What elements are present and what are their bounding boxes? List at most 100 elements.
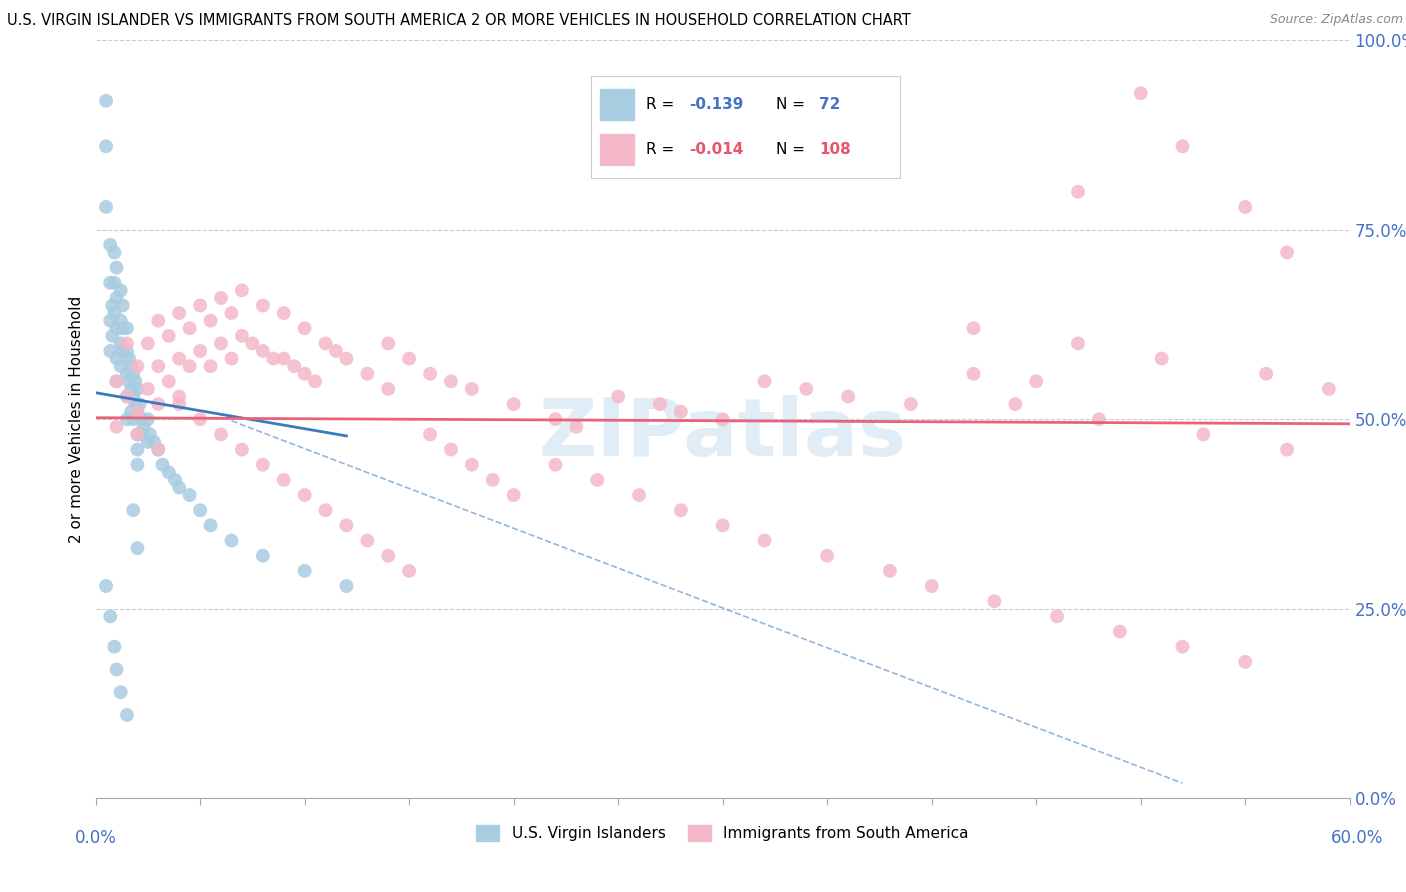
Point [1192,427,1215,442]
Point [1317,382,1340,396]
Point [962,321,984,335]
Point [188,343,211,358]
Point [110,336,132,351]
Point [1108,624,1130,639]
Point [252,549,274,563]
Point [127,405,149,419]
Point [115,412,138,426]
Point [148,359,170,374]
Point [101,328,124,343]
Point [122,367,145,381]
Point [148,397,170,411]
Point [1046,609,1069,624]
Point [127,359,149,374]
Point [115,336,138,351]
Point [502,397,524,411]
Legend: U.S. Virgin Islanders, Immigrants from South America: U.S. Virgin Islanders, Immigrants from S… [470,820,976,847]
Point [419,427,441,442]
Point [1171,139,1194,153]
Point [356,533,378,548]
Point [115,389,138,403]
Point [111,321,134,335]
Point [148,442,170,457]
Point [105,420,128,434]
Point [648,397,671,411]
Point [200,359,222,374]
Point [481,473,503,487]
Point [124,375,146,389]
Point [221,351,243,366]
Point [1275,442,1298,457]
Point [200,518,222,533]
Point [105,375,128,389]
Point [128,397,150,411]
Point [565,420,588,434]
Point [377,382,399,396]
Point [167,397,190,411]
Point [325,343,347,358]
Point [157,466,180,480]
Point [242,336,264,351]
Point [502,488,524,502]
Text: N =: N = [776,97,810,112]
Point [669,503,692,517]
Point [461,458,484,472]
Point [179,488,201,502]
Point [152,458,174,472]
Point [711,412,734,426]
Point [94,139,117,153]
Point [607,389,630,403]
Point [440,375,463,389]
Point [163,473,186,487]
Point [283,359,305,374]
Point [315,503,337,517]
Point [127,427,149,442]
Point [294,321,316,335]
Point [118,375,141,389]
Point [921,579,943,593]
Point [98,343,121,358]
Point [111,343,134,358]
Point [304,375,326,389]
Point [167,480,190,494]
Point [122,412,145,426]
Text: 108: 108 [820,142,851,157]
Text: -0.014: -0.014 [689,142,744,157]
Point [94,94,117,108]
Point [1025,375,1047,389]
Point [122,503,145,517]
Point [711,518,734,533]
Point [188,298,211,313]
Point [120,405,142,419]
Point [461,382,484,396]
Point [200,313,222,327]
Point [118,351,141,366]
Point [1234,200,1257,214]
Point [136,336,159,351]
Point [110,685,132,699]
Text: R =: R = [647,97,679,112]
Point [105,321,128,335]
Text: 60.0%: 60.0% [1330,829,1384,847]
Point [231,328,253,343]
Point [628,488,651,502]
Point [252,343,274,358]
Point [105,662,128,677]
Point [98,238,121,252]
Point [103,306,125,320]
Point [221,306,243,320]
Point [179,359,201,374]
Point [879,564,901,578]
Point [105,375,128,389]
Point [1150,351,1173,366]
Point [115,321,138,335]
Point [110,359,132,374]
Point [209,427,232,442]
Point [98,313,121,327]
Point [115,389,138,403]
Point [398,351,420,366]
Point [94,200,117,214]
Text: 0.0%: 0.0% [75,829,117,847]
Point [419,367,441,381]
Text: 72: 72 [820,97,841,112]
